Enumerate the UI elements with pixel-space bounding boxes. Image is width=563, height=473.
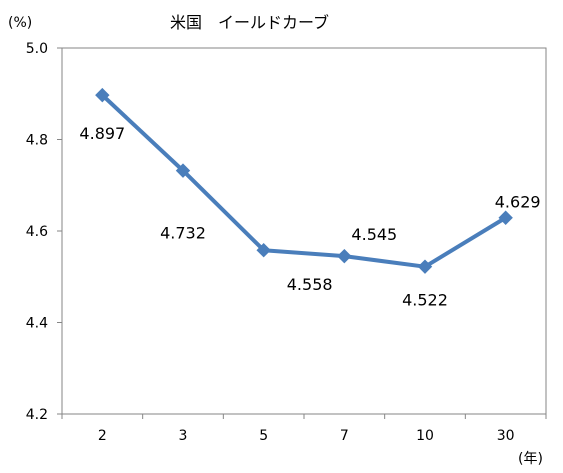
- x-tick-label: 3: [179, 428, 188, 444]
- data-labels: 4.897 4.732 4.558 4.545 4.522 4.629: [79, 124, 540, 310]
- data-point-marker: [498, 210, 513, 225]
- x-axis-unit: (年): [518, 451, 543, 467]
- data-point-marker: [175, 163, 191, 178]
- data-label: 4.897: [79, 124, 125, 143]
- x-tick-label: 5: [259, 428, 268, 444]
- x-axis-ticks: 2 3 5 7 10 30: [61, 414, 547, 444]
- x-tick-label: 10: [416, 428, 434, 444]
- data-point-marker: [95, 87, 110, 103]
- y-tick-label: 4.6: [26, 224, 48, 240]
- series-line: [100, 93, 507, 269]
- data-point-marker: [337, 248, 352, 264]
- data-label: 4.522: [402, 291, 448, 310]
- x-tick-label: 2: [98, 428, 107, 444]
- plot-area: [61, 47, 547, 415]
- data-point-marker: [256, 243, 271, 258]
- chart-title: 米国 イールドカーブ: [170, 13, 329, 32]
- series-layer: [95, 87, 513, 274]
- y-axis-unit: (%): [8, 15, 32, 31]
- data-point-marker: [417, 259, 433, 274]
- y-tick-label: 4.2: [26, 407, 48, 423]
- y-tick-label: 5.0: [26, 41, 48, 57]
- x-tick-label: 30: [497, 428, 515, 444]
- y-axis-ticks: 4.2 4.4 4.6 4.8 5.0: [26, 41, 62, 423]
- y-tick-label: 4.4: [26, 316, 48, 332]
- x-tick-label: 7: [340, 428, 349, 444]
- data-label: 4.545: [351, 225, 397, 244]
- data-label: 4.732: [160, 224, 206, 243]
- y-tick-label: 4.8: [26, 133, 48, 149]
- data-label: 4.629: [495, 193, 541, 212]
- data-label: 4.558: [287, 275, 333, 294]
